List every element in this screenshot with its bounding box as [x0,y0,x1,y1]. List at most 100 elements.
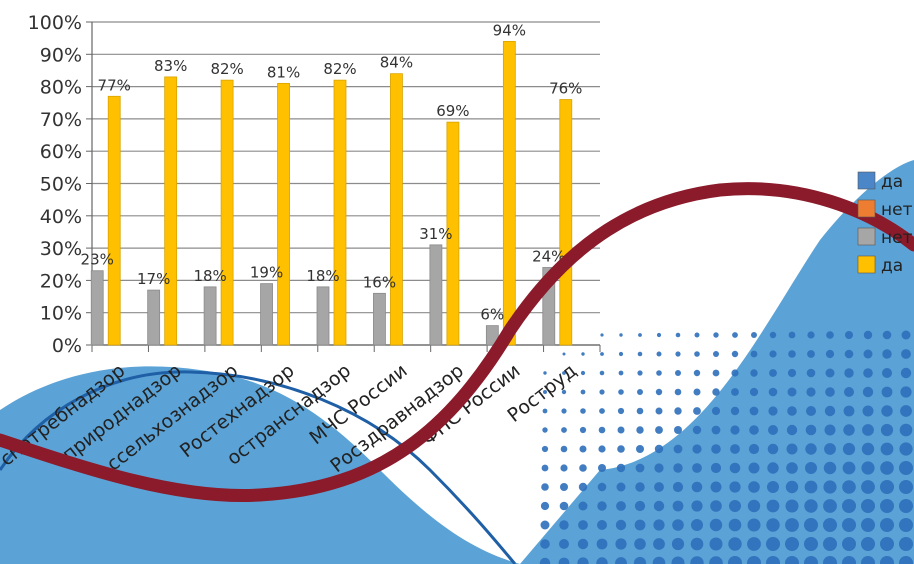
background-dot [540,520,550,530]
background-dot [807,350,815,358]
data-label: 18% [306,267,339,285]
background-dot [785,499,799,513]
background-dot [845,331,853,339]
background-dot [618,389,624,395]
background-dot [598,445,606,453]
background-dot [558,557,570,564]
background-dot [580,408,586,414]
background-dot [709,537,723,551]
background-dot [673,444,683,454]
background-dot [599,408,605,414]
background-dot [634,519,646,531]
background-dot [709,518,723,532]
background-dot-pattern [539,330,913,564]
background-dot [580,370,586,376]
background-dot [653,519,665,531]
background-dot [541,483,549,491]
background-dot [749,425,759,435]
y-tick-label: 80% [40,77,82,99]
background-dot [842,461,856,475]
background-dot [767,443,779,455]
background-dot [615,557,627,564]
background-dot [824,424,836,436]
background-dot [654,444,664,454]
y-tick-label: 10% [40,303,82,325]
background-dot [693,388,701,396]
background-dot [806,406,816,416]
background-dot [844,387,854,397]
background-dot [880,480,894,494]
background-dot [578,501,588,511]
background-dot [823,518,837,532]
background-dot [823,537,837,551]
background-dot [672,500,684,512]
background-dot [541,445,549,453]
legend-swatch [857,171,876,190]
background-dot [768,425,778,435]
background-dot [579,426,587,434]
background-dot [634,538,646,550]
background-dot [806,368,816,378]
background-blue-curve [0,370,517,564]
background-dot [655,407,663,415]
background-dot [560,464,568,472]
background-dot [785,537,799,551]
background-dot [900,405,912,417]
background-dot [692,444,702,454]
background-dot [769,350,777,358]
background-dot [823,556,837,564]
chart-bars [90,40,573,346]
background-dot [656,332,662,338]
data-label: 24% [532,247,565,265]
background-dot [634,500,646,512]
background-dot [824,443,836,455]
background-dot [882,349,892,359]
background-dot [806,387,816,397]
background-dot [748,462,760,474]
background-dot [769,331,777,339]
background-dot [823,480,837,494]
bar [107,95,121,346]
background-dot [656,370,662,376]
background-dot [674,388,682,396]
y-axis: 0% 10% 20% 30% 40% 50% 60% 70% 80% 90% 100% [28,12,93,357]
background-dot [616,463,626,473]
background-dot [580,389,586,395]
data-label: 16% [363,273,396,291]
background-dot [786,424,798,436]
background-dot [655,388,663,396]
data-label: 81% [267,63,300,81]
background-dot [599,389,605,395]
background-dot [747,537,761,551]
background-dot [597,482,607,492]
data-label: 23% [81,251,114,269]
background-dot [899,423,913,437]
background-dot [804,556,818,564]
background-dot [637,389,643,395]
background-dot [824,405,836,417]
background-dot [691,519,703,531]
background-dot [880,518,894,532]
background-dot [728,556,742,564]
background-dot [578,520,588,530]
legend-label: нет [881,200,913,220]
background-dot [653,538,665,550]
background-dot [730,444,740,454]
background-dot [766,499,780,513]
legend-label: да [881,256,903,276]
bar [277,82,290,346]
background-dot [559,501,569,511]
background-dot [768,387,778,397]
bar [316,286,330,346]
background-decoration [0,160,914,564]
background-dot [543,371,547,375]
bar [429,244,443,346]
background-dot [636,445,644,453]
background-dot [561,408,567,414]
chart-legend: да нет нет да [857,171,913,276]
background-dot [579,464,587,472]
background-dot [675,370,681,376]
background-dot [690,537,704,551]
background-dot [804,499,818,513]
background-dot [805,462,817,474]
